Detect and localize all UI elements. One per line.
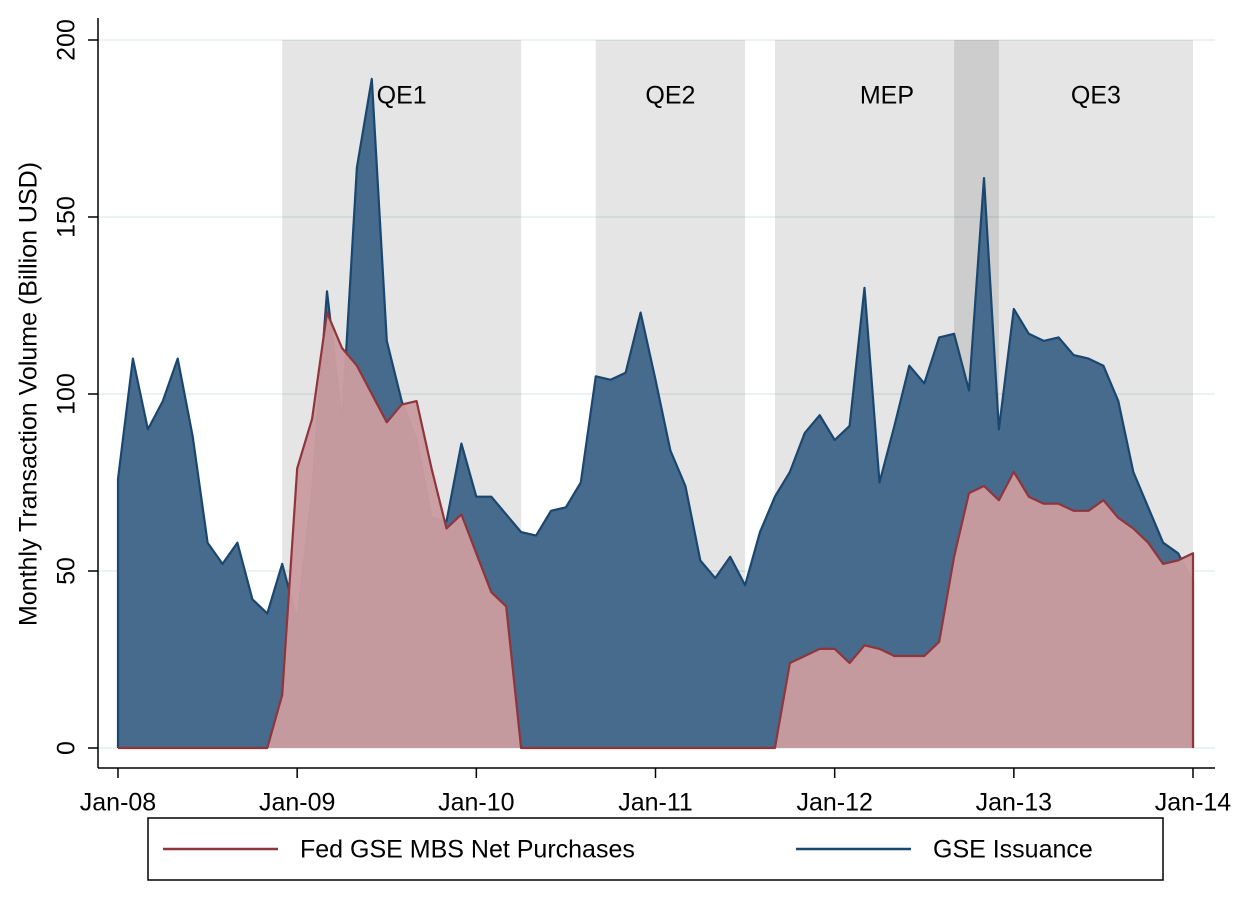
y-tick-label: 200 [53,19,81,61]
area-line [118,311,1195,750]
x-tick-label: Jan-13 [976,789,1052,817]
legend-box [147,817,1164,881]
area [118,312,1193,748]
region-label: QE1 [377,82,427,110]
area-line [116,77,1195,748]
legend-label: GSE Issuance [933,836,1093,864]
y-tick-label: 50 [53,557,81,585]
x-tick-label: Jan-14 [1155,789,1232,817]
x-tick-label: Jan-10 [438,789,514,817]
x-tick-label: Jan-11 [618,789,693,817]
x-tick-label: Jan-08 [80,789,156,817]
legend-label: Fed GSE MBS Net Purchases [300,836,635,864]
x-tick-label: Jan-12 [796,789,872,817]
x-tick-label: Jan-09 [259,789,335,817]
y-tick-label: 150 [53,196,81,238]
y-tick-label: 100 [53,373,81,415]
y-axis-label: Monthly Transaction Volume (Billion USD) [15,162,43,626]
region-label: QE2 [645,82,695,110]
region-label: QE3 [1071,82,1121,110]
region-label: MEP [860,82,914,110]
y-tick-label: 0 [53,741,81,755]
